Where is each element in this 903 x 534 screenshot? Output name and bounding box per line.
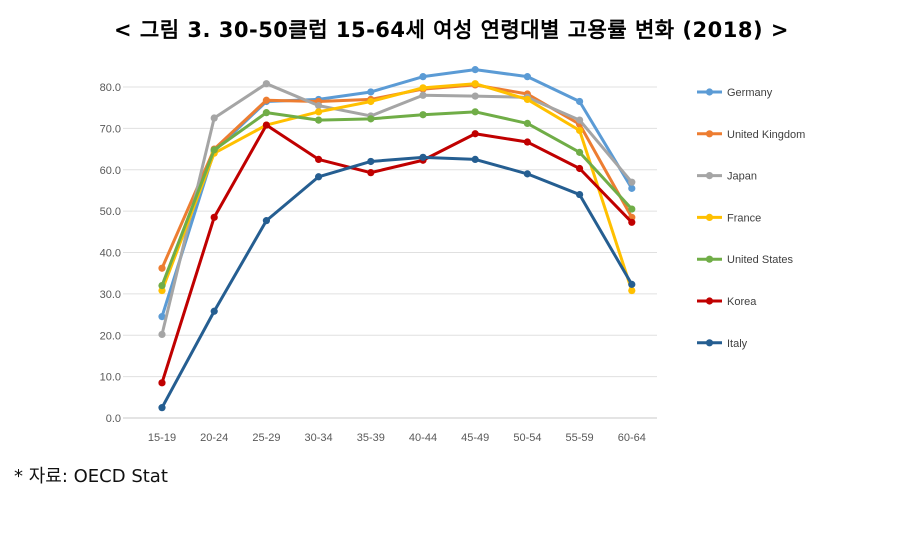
data-point — [419, 73, 427, 81]
x-tick-label: 45-49 — [461, 432, 489, 444]
x-tick-label: 35-39 — [357, 432, 385, 444]
x-tick-label: 40-44 — [409, 432, 437, 444]
y-tick-label: 20.0 — [100, 330, 121, 342]
y-tick-label: 40.0 — [100, 248, 121, 260]
data-point — [262, 217, 270, 225]
data-point — [628, 280, 636, 288]
data-point — [523, 95, 532, 104]
legend-label: Italy — [727, 338, 748, 350]
x-tick-label: 25-29 — [252, 432, 280, 444]
data-point — [262, 109, 270, 117]
data-point — [419, 84, 427, 92]
series-line — [160, 110, 634, 288]
data-point — [576, 97, 584, 106]
data-point — [576, 148, 584, 156]
x-tick-label: 55-59 — [566, 432, 594, 444]
x-tick-label: 20-24 — [200, 432, 228, 444]
data-point — [523, 119, 532, 128]
legend: Germany United Kingdom Japan France United S… — [697, 87, 805, 350]
legend-marker — [705, 88, 714, 96]
data-point — [523, 170, 532, 178]
data-point — [262, 121, 270, 129]
data-point — [471, 80, 479, 88]
data-point — [367, 115, 375, 123]
data-point — [419, 153, 427, 161]
data-point — [367, 88, 375, 96]
legend-label: United States — [727, 254, 794, 266]
data-point — [158, 313, 166, 321]
data-point — [262, 96, 270, 104]
data-point — [158, 404, 166, 412]
legend-label: Germany — [727, 87, 773, 99]
data-point — [210, 213, 218, 221]
data-point — [210, 114, 218, 122]
data-point — [471, 92, 479, 100]
legend-label: France — [727, 212, 761, 224]
data-point — [523, 138, 532, 146]
data-point — [158, 379, 166, 387]
legend-label: Japan — [727, 171, 757, 183]
data-point — [158, 286, 166, 295]
data-point — [367, 97, 375, 106]
data-point — [471, 155, 479, 164]
x-tick-label: 50-54 — [513, 432, 541, 444]
data-point — [315, 108, 323, 116]
y-tick-label: 30.0 — [100, 289, 121, 301]
data-point — [367, 169, 375, 177]
legend-marker — [705, 255, 714, 263]
y-tick-label: 80.0 — [100, 82, 121, 94]
data-point — [471, 66, 479, 74]
legend-marker — [705, 339, 714, 347]
data-point — [628, 205, 636, 213]
data-point — [367, 157, 375, 166]
legend-marker — [705, 297, 714, 305]
data-point — [576, 190, 584, 199]
x-tick-label: 60-64 — [618, 432, 646, 444]
data-point — [576, 116, 584, 124]
chart-title: < 그림 3. 30-50클럽 15-64세 여성 연령대별 고용률 변화 (2… — [114, 18, 789, 42]
x-tick-label: 15-19 — [148, 432, 176, 444]
y-tick-label: 10.0 — [100, 372, 121, 384]
y-tick-label: 60.0 — [100, 165, 121, 177]
y-tick-label: 70.0 — [100, 123, 121, 135]
data-point — [523, 73, 532, 81]
data-point — [628, 184, 636, 192]
line-chart: 0.0 10.0 20.0 30.0 40.0 50.0 60.0 70.0 80.0 15-1… — [100, 66, 805, 444]
x-tick-label: 30-34 — [305, 432, 333, 444]
data-point — [471, 130, 479, 138]
series-lines — [158, 66, 636, 412]
data-point — [628, 286, 636, 295]
data-point — [158, 282, 166, 290]
x-axis-ticks: 15-19 20-24 25-29 30-34 35-39 40-44 45-49 50-54… — [148, 432, 646, 444]
data-point — [576, 164, 584, 173]
data-point — [628, 218, 636, 226]
data-point — [419, 91, 427, 99]
data-point — [628, 178, 636, 186]
data-point — [158, 264, 166, 272]
source-note: * 자료: OECD Stat — [14, 466, 168, 487]
series-line — [160, 82, 634, 293]
series-line — [160, 82, 634, 336]
legend-marker — [705, 130, 714, 138]
legend-marker — [705, 213, 714, 221]
data-point — [315, 116, 323, 124]
data-point — [419, 111, 427, 119]
legend-label: United Kingdom — [727, 129, 805, 141]
y-tick-label: 0.0 — [106, 413, 121, 425]
data-point — [576, 126, 584, 135]
data-point — [315, 102, 323, 110]
y-tick-label: 50.0 — [100, 206, 121, 218]
data-point — [315, 155, 323, 164]
data-point — [210, 146, 218, 154]
legend-label: Korea — [727, 296, 757, 308]
legend-marker — [705, 172, 714, 180]
data-point — [210, 307, 218, 315]
data-point — [262, 80, 270, 88]
series-line — [160, 123, 634, 385]
data-point — [158, 330, 166, 339]
y-axis-ticks: 0.0 10.0 20.0 30.0 40.0 50.0 60.0 70.0 80.0 — [100, 82, 121, 425]
data-point — [471, 108, 479, 116]
series-line — [160, 155, 634, 410]
data-point — [315, 173, 323, 181]
